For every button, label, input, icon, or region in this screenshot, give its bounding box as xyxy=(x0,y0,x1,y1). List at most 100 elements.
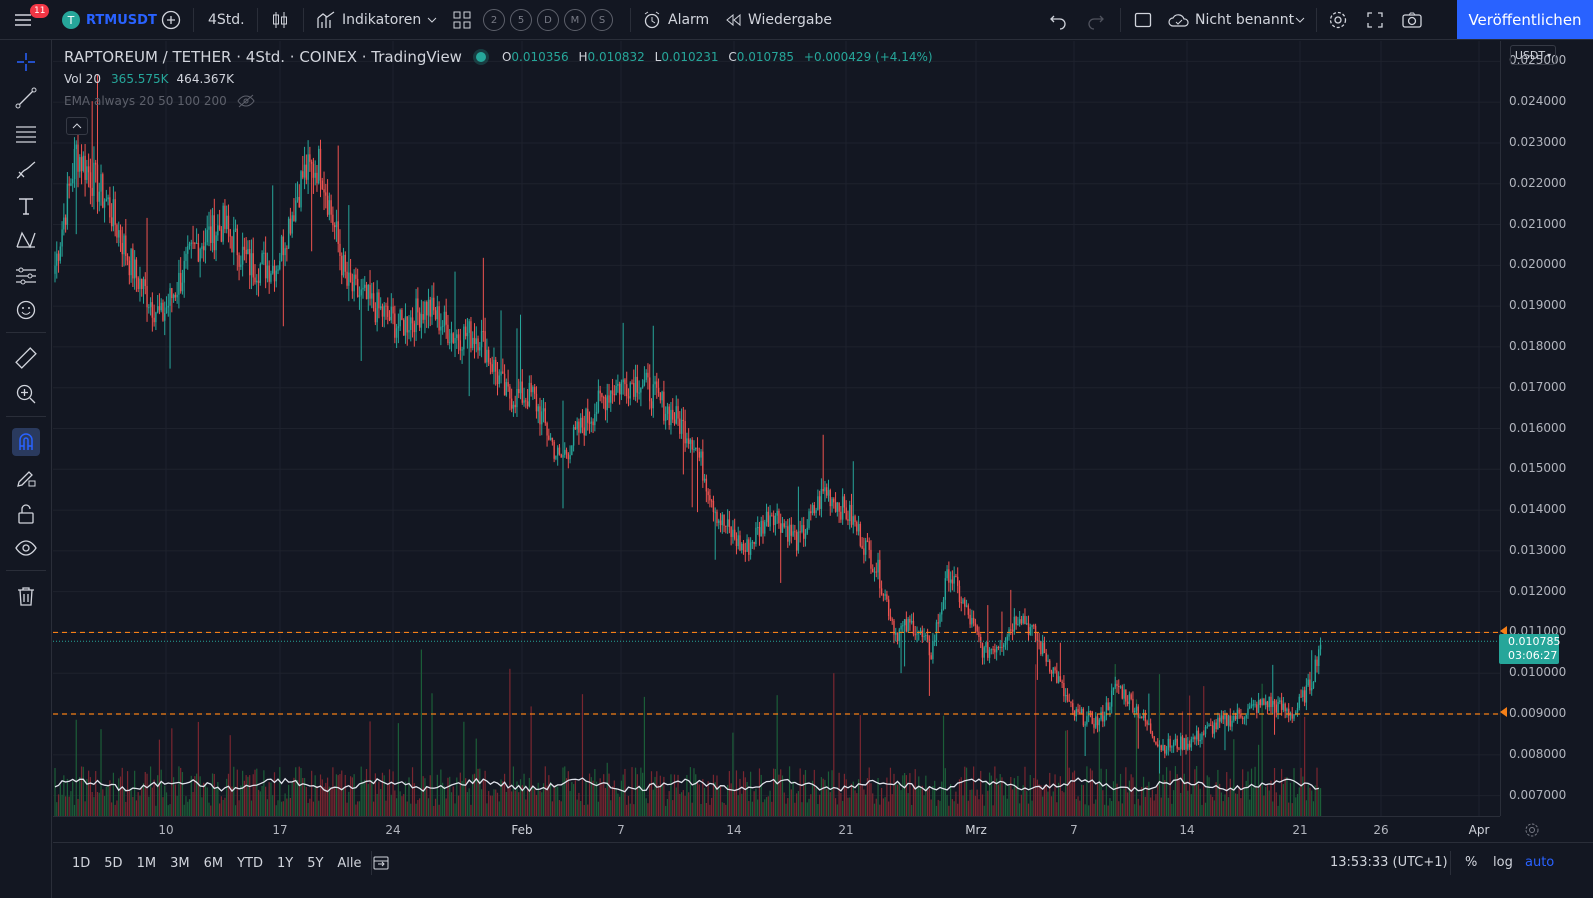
candle-body xyxy=(967,605,970,615)
delete-tool[interactable] xyxy=(12,582,40,610)
currency-selector[interactable]: USDT ▾ xyxy=(1510,45,1556,65)
icons-tool[interactable] xyxy=(12,296,40,324)
lock-all-tool[interactable] xyxy=(12,500,40,528)
range-button-1m[interactable]: 1M xyxy=(136,855,157,871)
candle-body xyxy=(1263,699,1265,705)
range-button-3m[interactable]: 3M xyxy=(170,855,190,871)
text-icon xyxy=(19,198,33,215)
volume-bar xyxy=(300,768,302,816)
layout-name-button[interactable]: Nicht benannt xyxy=(1167,0,1294,40)
range-button-1d[interactable]: 1D xyxy=(72,855,91,871)
replay-button[interactable]: Wiedergabe xyxy=(724,0,832,40)
indicators-dropdown[interactable] xyxy=(426,0,438,40)
magnet-tool[interactable] xyxy=(12,428,40,456)
crosshair-tool[interactable] xyxy=(12,48,40,76)
volume-bar xyxy=(1125,767,1127,816)
candle-body xyxy=(356,278,359,297)
volume-bar xyxy=(505,791,507,816)
range-button-5y[interactable]: 5Y xyxy=(307,855,324,871)
volume-bar xyxy=(206,787,208,816)
time-axis[interactable]: 10 17 24 Feb 7 14 21 Mrz 7 14 21 26 Apr xyxy=(53,816,1500,842)
quick-interval-2[interactable]: 2 xyxy=(483,9,505,31)
clock-label[interactable]: 13:53:33 (UTC+1) xyxy=(1330,855,1448,870)
price-axis[interactable]: 0.025000 0.024000 0.023000 0.022000 0.021000… xyxy=(1500,41,1593,816)
volume-label[interactable]: Vol 20 xyxy=(64,72,102,86)
price-tick-label: 0.007000 xyxy=(1509,787,1567,802)
menu-button[interactable] xyxy=(12,0,34,40)
candle-body xyxy=(1275,704,1277,713)
candle-body xyxy=(758,527,761,537)
prediction-tool[interactable] xyxy=(12,262,40,290)
chart-pane[interactable] xyxy=(53,41,1500,816)
candle-body xyxy=(990,649,993,651)
candle-body xyxy=(887,599,890,617)
redo-button[interactable] xyxy=(1086,0,1106,40)
axis-settings-button[interactable] xyxy=(1522,820,1542,840)
log-toggle[interactable]: log xyxy=(1493,855,1513,870)
measure-tool[interactable] xyxy=(12,344,40,372)
candle-body xyxy=(1158,745,1161,747)
volume-bar xyxy=(488,791,490,816)
volume-bar xyxy=(553,785,555,816)
eye-icon xyxy=(15,540,37,556)
ema-label[interactable]: EMA always 20 50 100 200 xyxy=(64,94,227,108)
collapse-legend-button[interactable] xyxy=(66,117,88,135)
compare-button[interactable] xyxy=(160,0,182,40)
candle-body xyxy=(926,635,929,640)
quick-interval-s[interactable]: S xyxy=(591,9,613,31)
chart-type-button[interactable] xyxy=(270,0,290,40)
screenshot-button[interactable] xyxy=(1401,0,1423,40)
lock-drawing-tool[interactable] xyxy=(12,464,40,492)
volume-bar xyxy=(516,781,518,816)
hline-marker-upper[interactable] xyxy=(1500,626,1507,636)
brush-tool[interactable] xyxy=(12,156,40,184)
hide-tool[interactable] xyxy=(12,534,40,562)
candle-body xyxy=(229,229,231,237)
fib-tool[interactable] xyxy=(12,120,40,148)
fullscreen-button[interactable] xyxy=(1365,0,1385,40)
volume-bar xyxy=(764,799,766,816)
volume-bar xyxy=(1304,716,1306,816)
layout-button[interactable] xyxy=(452,0,472,40)
candle-body xyxy=(466,332,469,337)
hline-marker-lower[interactable] xyxy=(1500,707,1507,717)
undo-button[interactable] xyxy=(1048,0,1068,40)
volume-bar xyxy=(1132,777,1134,816)
volume-bar xyxy=(911,804,913,816)
volume-bar xyxy=(1050,796,1053,816)
candle-body xyxy=(82,155,85,171)
date-range-button[interactable] xyxy=(371,853,391,877)
volume-bar xyxy=(1066,730,1069,816)
settings-button[interactable] xyxy=(1327,0,1349,40)
interval-button[interactable]: 4Std. xyxy=(208,12,245,28)
alarm-button[interactable]: Alarm xyxy=(642,0,709,40)
symbol-title[interactable]: RAPTOREUM / TETHER · 4Std. · COINEX · Tr… xyxy=(64,48,462,66)
publish-button[interactable]: Veröffentlichen xyxy=(1457,0,1593,39)
trendline-tool[interactable] xyxy=(12,84,40,112)
candlestick-chart[interactable] xyxy=(53,41,1500,816)
eye-hidden-icon[interactable] xyxy=(237,94,255,108)
volume-bar xyxy=(523,773,525,816)
quick-interval-5[interactable]: 5 xyxy=(510,9,532,31)
volume-bar xyxy=(877,777,879,816)
candle-body xyxy=(365,284,368,300)
auto-toggle[interactable]: auto xyxy=(1525,855,1555,870)
range-button-1y[interactable]: 1Y xyxy=(276,855,294,871)
percent-toggle[interactable]: % xyxy=(1465,855,1478,870)
range-button-ytd[interactable]: YTD xyxy=(237,855,263,871)
candle-body xyxy=(781,523,784,533)
price-tick-label: 0.025000 xyxy=(1509,53,1567,68)
text-tool[interactable] xyxy=(12,192,40,220)
candle-body xyxy=(603,397,605,399)
layout-name-dropdown[interactable] xyxy=(1294,0,1306,40)
range-button-5d[interactable]: 5D xyxy=(104,855,123,871)
indicators-button[interactable]: Indikatoren xyxy=(316,0,421,40)
symbol-search[interactable]: T RTMUSDT xyxy=(62,0,157,40)
quick-interval-m[interactable]: M xyxy=(564,9,586,31)
zoom-tool[interactable] xyxy=(12,380,40,408)
fullscreen-layout-button[interactable] xyxy=(1133,0,1153,40)
range-button-6m[interactable]: 6M xyxy=(203,855,224,871)
pattern-tool[interactable] xyxy=(12,226,40,254)
range-button-alle[interactable]: Alle xyxy=(337,855,362,871)
quick-interval-d[interactable]: D xyxy=(537,9,559,31)
